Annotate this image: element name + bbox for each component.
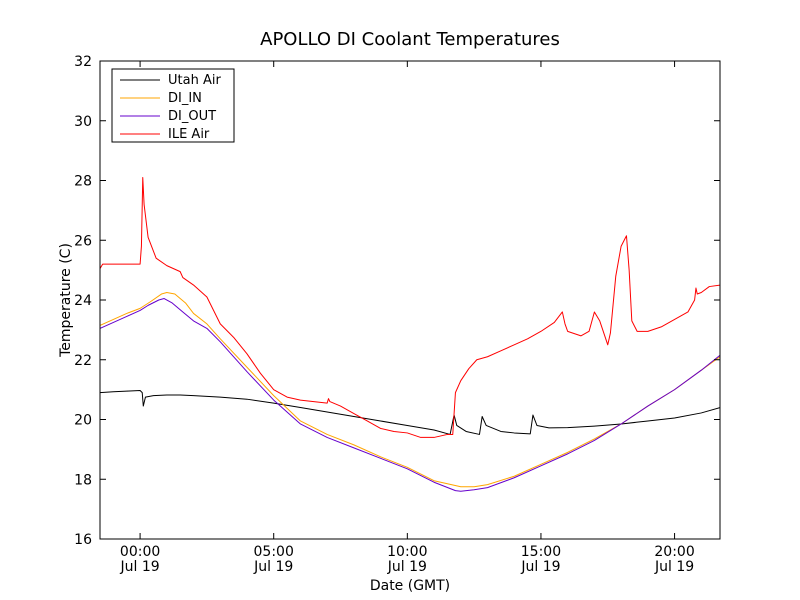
legend-label: DI_IN xyxy=(168,91,202,106)
y-tick-label: 28 xyxy=(74,174,92,190)
y-tick-label: 24 xyxy=(74,293,92,309)
legend: Utah Air DI_IN DI_OUT ILE Air xyxy=(111,68,235,143)
x-tick-label-time: 15:00 xyxy=(521,544,561,560)
x-axis-label: Date (GMT) xyxy=(370,578,450,594)
x-tick-label-date: Jul 19 xyxy=(654,559,694,575)
y-tick-label: 32 xyxy=(74,54,92,70)
legend-label: ILE Air xyxy=(168,127,210,142)
legend-label: Utah Air xyxy=(168,73,221,88)
series-line-di-in xyxy=(100,292,720,488)
x-tick-label-date: Jul 19 xyxy=(120,559,160,575)
y-tick-label: 20 xyxy=(74,413,92,429)
x-tick-label-time: 05:00 xyxy=(254,544,294,560)
legend-label: DI_OUT xyxy=(168,109,216,124)
y-tick-label: 18 xyxy=(74,472,92,488)
y-tick-label: 22 xyxy=(74,353,92,369)
x-tick-label-time: 00:00 xyxy=(120,544,160,560)
series-layer xyxy=(100,177,720,492)
legend-box xyxy=(111,68,235,143)
y-tick-label: 26 xyxy=(74,233,92,249)
series-line-ile-air xyxy=(100,177,720,438)
x-tick-label-date: Jul 19 xyxy=(387,559,427,575)
y-axis: 16 18 20 22 24 26 28 30 32 xyxy=(74,54,720,548)
x-tick-label-time: 20:00 xyxy=(654,544,694,560)
x-tick-label-date: Jul 19 xyxy=(520,559,560,575)
y-tick-label: 30 xyxy=(74,114,92,130)
y-tick-label: 16 xyxy=(74,532,92,548)
x-tick-label-date: Jul 19 xyxy=(253,559,293,575)
series-line-utah-air xyxy=(100,390,720,435)
chart-title: APOLLO DI Coolant Temperatures xyxy=(260,29,560,50)
series-line-di-out xyxy=(100,298,720,492)
y-axis-label: Temperature (C) xyxy=(58,243,74,358)
x-tick-label-time: 10:00 xyxy=(387,544,427,560)
